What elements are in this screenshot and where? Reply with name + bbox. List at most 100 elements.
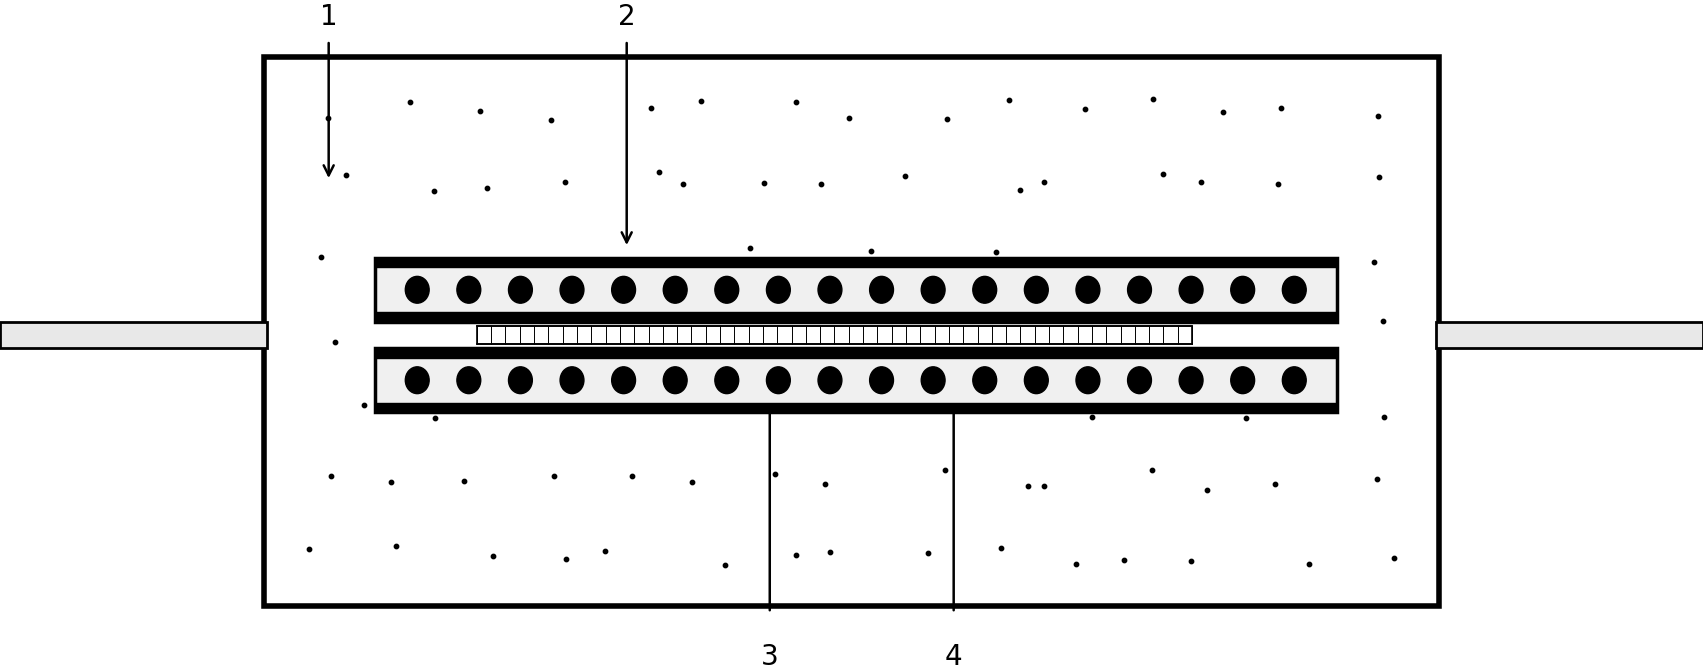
Point (307, 252, 334, 263)
Point (761, 469, 788, 480)
Ellipse shape (921, 276, 945, 303)
Point (836, 113, 863, 124)
Point (1187, 176, 1214, 187)
Ellipse shape (1231, 367, 1255, 394)
Point (1296, 559, 1323, 570)
Ellipse shape (560, 367, 584, 394)
Point (552, 176, 579, 187)
Point (351, 400, 378, 411)
Point (540, 470, 567, 481)
Point (332, 170, 359, 180)
Point (1361, 257, 1388, 267)
Point (1366, 172, 1393, 183)
Point (1209, 107, 1236, 117)
Point (1139, 465, 1167, 476)
Ellipse shape (456, 276, 480, 303)
Point (1030, 176, 1058, 187)
Point (451, 476, 479, 486)
Point (1006, 185, 1034, 196)
Point (1071, 104, 1098, 115)
Point (1015, 481, 1042, 492)
Point (639, 103, 666, 114)
Point (858, 245, 886, 256)
Point (538, 115, 565, 125)
Point (782, 549, 809, 560)
Point (915, 547, 942, 558)
Text: 3: 3 (761, 643, 778, 670)
Ellipse shape (1076, 367, 1100, 394)
Point (479, 551, 506, 561)
Text: 1: 1 (320, 3, 337, 31)
Bar (375, 258, 1337, 322)
Ellipse shape (611, 276, 635, 303)
Ellipse shape (870, 367, 894, 394)
Bar (375, 312, 1337, 322)
Ellipse shape (509, 367, 533, 394)
Point (1381, 553, 1408, 564)
Point (421, 186, 448, 196)
Ellipse shape (870, 276, 894, 303)
Point (669, 179, 697, 190)
Point (678, 476, 705, 487)
Point (317, 470, 344, 481)
Ellipse shape (817, 276, 841, 303)
Point (322, 336, 349, 347)
Point (983, 247, 1010, 257)
Point (618, 471, 645, 482)
Point (1369, 316, 1396, 326)
Text: 2: 2 (618, 3, 635, 31)
Point (1178, 556, 1206, 567)
Point (473, 182, 501, 193)
Ellipse shape (715, 367, 739, 394)
Point (378, 477, 405, 488)
Point (381, 541, 409, 551)
Point (891, 170, 918, 181)
Bar (1436, 322, 1703, 348)
Point (1264, 178, 1291, 189)
Ellipse shape (456, 367, 480, 394)
Ellipse shape (1231, 276, 1255, 303)
Point (712, 559, 739, 570)
Point (591, 545, 618, 556)
Point (996, 95, 1024, 106)
Point (988, 543, 1015, 554)
Point (782, 97, 809, 108)
Point (686, 96, 714, 107)
Point (1150, 168, 1177, 179)
Point (1364, 473, 1391, 484)
Point (811, 479, 838, 490)
Ellipse shape (662, 367, 686, 394)
Bar (375, 403, 1337, 412)
Point (1231, 412, 1259, 423)
Ellipse shape (972, 276, 996, 303)
Point (932, 465, 959, 476)
Bar (375, 258, 1337, 267)
Point (1194, 485, 1221, 496)
Ellipse shape (1076, 276, 1100, 303)
Ellipse shape (560, 276, 584, 303)
Bar (375, 348, 1337, 358)
Point (1262, 479, 1289, 490)
Ellipse shape (766, 367, 790, 394)
Ellipse shape (611, 367, 635, 394)
Point (1267, 103, 1294, 113)
Ellipse shape (1025, 367, 1049, 394)
Point (467, 106, 494, 117)
Point (751, 178, 778, 188)
Point (397, 96, 424, 107)
Point (1063, 558, 1090, 569)
Point (295, 543, 322, 554)
Bar (0, 322, 267, 348)
Ellipse shape (1127, 276, 1151, 303)
Ellipse shape (817, 367, 841, 394)
Ellipse shape (1282, 276, 1306, 303)
Ellipse shape (1025, 276, 1049, 303)
Ellipse shape (1178, 367, 1202, 394)
Point (933, 114, 960, 125)
Ellipse shape (972, 367, 996, 394)
Point (1364, 111, 1391, 121)
Point (807, 179, 834, 190)
Point (645, 166, 673, 177)
Point (313, 113, 341, 123)
Ellipse shape (715, 276, 739, 303)
